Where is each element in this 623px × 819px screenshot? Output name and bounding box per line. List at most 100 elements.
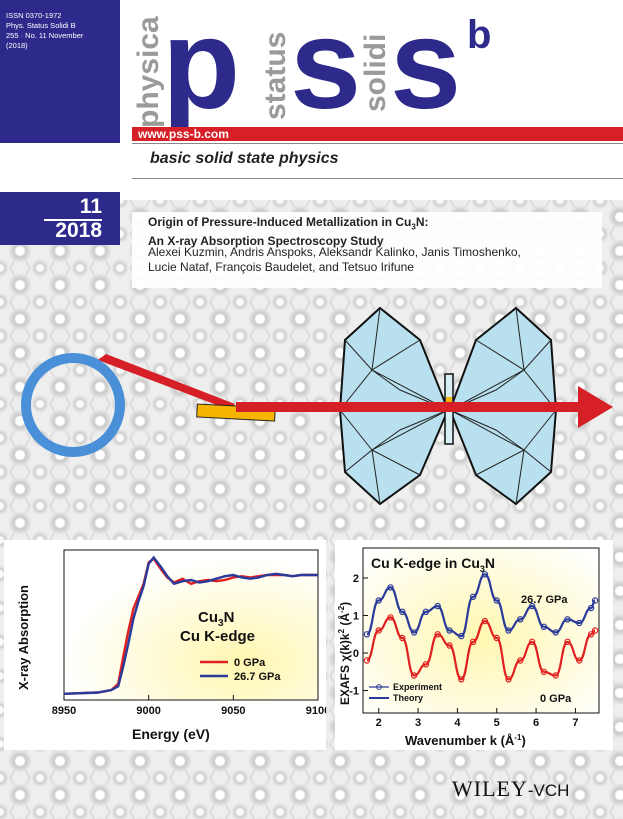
data-point (422, 608, 430, 616)
x-tick-label: 7 (572, 717, 578, 729)
data-point (469, 593, 477, 601)
volume-line: 255 · No. 11 November (6, 31, 84, 40)
tagline: basic solid state physics (150, 150, 339, 167)
data-point (528, 638, 536, 646)
data-point (552, 672, 559, 679)
y-tick-label: 0 (353, 648, 359, 660)
year-line: (2018) (6, 41, 28, 50)
logo-status: status (259, 32, 292, 120)
pss-logo: physica p status s solidi s b (132, 0, 491, 130)
legend-label: 26.7 GPa (234, 671, 281, 683)
series-line-0gpa (366, 616, 596, 681)
sample (446, 397, 452, 405)
publisher-logo: WILEY-VCH (452, 776, 569, 802)
annotation-edge: Cu K-edge (180, 628, 255, 645)
issn-info: ISSN 0370-1972 Phys. Status Solidi B 255… (6, 11, 116, 51)
x-tick-label: 2 (376, 717, 382, 729)
logo-s1: s (290, 0, 361, 130)
divider (132, 178, 623, 179)
issue-number: 11 (79, 195, 102, 218)
data-point (517, 616, 524, 623)
data-point (552, 629, 559, 636)
data-point (576, 619, 583, 627)
logo-s2: s (390, 0, 461, 130)
data-point (387, 614, 394, 621)
url-bar: www.pss-b.com (132, 127, 623, 141)
data-point (505, 676, 512, 683)
xanes-panel: X-ray Absorption Energy (eV) Cu3N Cu K-e… (4, 540, 330, 750)
axis-ticks: 2 3 4 5 6 7 -1 0 1 2 (349, 573, 578, 729)
x-ticks: 8950 9000 9050 9100 (52, 695, 330, 717)
series-lines (363, 571, 599, 683)
chart-title: Cu K-edge in Cu3N (371, 555, 495, 574)
x-tick-label: 8950 (52, 705, 76, 717)
diamond-anvil-illustration (21, 306, 613, 506)
article-title[interactable]: Origin of Pressure-Induced Metallization… (148, 215, 429, 249)
y-axis-label: EXAFS χ(k)k2 (Å-2) (337, 602, 352, 705)
data-point (564, 638, 571, 646)
series-line-26gpa (63, 555, 318, 695)
series-line-26gpa (366, 573, 596, 638)
annotation-compound: Cu3N (198, 609, 234, 629)
legend: 0 GPa 26.7 GPa (200, 657, 281, 683)
publisher-suffix: -VCH (527, 781, 570, 800)
journal-url[interactable]: www.pss-b.com (138, 127, 229, 141)
logo-solidi: solidi (359, 34, 392, 112)
title-part: Origin of Pressure-Induced Metallization… (148, 215, 412, 229)
x-tick-label: 3 (415, 717, 421, 729)
legend-label: Theory (393, 693, 423, 703)
data-point (469, 638, 477, 646)
y-tick-label: -1 (349, 686, 359, 698)
journal-abbrev: Phys. Status Solidi B (6, 21, 76, 30)
data-point (505, 627, 512, 634)
data-point (540, 623, 548, 631)
y-tick-label: 2 (353, 573, 359, 585)
data-point (387, 584, 394, 591)
synchrotron-ring (21, 353, 125, 457)
data-point (363, 657, 371, 664)
data-point (434, 631, 441, 638)
logo-physica: physica (132, 16, 165, 128)
authors-line: Lucie Nataf, François Baudelet, and Tets… (148, 260, 414, 274)
x-tick-label: 9000 (136, 705, 160, 717)
data-point (528, 602, 536, 610)
data-point (481, 617, 489, 625)
issue-year: 2018 (55, 219, 102, 242)
data-point (564, 616, 571, 623)
x-axis-label: Wavenumber k (Å-1) (405, 733, 526, 748)
x-tick-label: 6 (533, 717, 539, 729)
data-point (481, 571, 489, 578)
data-point (422, 661, 430, 668)
label-high-pressure: 26.7 GPa (521, 594, 568, 606)
x-tick-label: 9050 (221, 705, 245, 717)
beam (236, 402, 581, 412)
data-point (410, 672, 418, 679)
article-block: Origin of Pressure-Induced Metallization… (132, 212, 602, 288)
data-point (517, 657, 524, 664)
issue-box: 11 2018 (0, 192, 120, 245)
data-point (591, 627, 599, 634)
logo-p: p (162, 0, 240, 130)
title-subscript: 3 (411, 222, 416, 232)
data-point (458, 632, 465, 640)
data-point (410, 629, 418, 636)
data-point (493, 597, 500, 604)
data-point (446, 642, 453, 649)
exafs-chart: Cu K-edge in Cu3N EXAFS χ(k)k2 (Å-2) Wav… (337, 547, 600, 748)
exafs-panel: Cu K-edge in Cu3N EXAFS χ(k)k2 (Å-2) Wav… (335, 540, 613, 750)
y-tick-label: 1 (353, 611, 359, 623)
title-part: N: (415, 215, 429, 229)
authors-line: Alexei Kuzmin, Andris Anspoks, Aleksandr… (148, 245, 521, 259)
data-point (493, 634, 500, 642)
data-point (587, 631, 595, 638)
incident-beam (98, 354, 235, 410)
x-tick-label: 9100 (306, 705, 326, 717)
publisher-name: WILEY (452, 776, 528, 801)
article-authors: Alexei Kuzmin, Andris Anspoks, Aleksandr… (148, 245, 588, 275)
x-axis-label: Energy (eV) (132, 726, 210, 742)
data-point (446, 627, 453, 634)
x-tick-label: 5 (494, 717, 500, 729)
issn-line: ISSN 0370-1972 (6, 11, 62, 20)
y-axis-label: X-ray Absorption (16, 585, 31, 690)
